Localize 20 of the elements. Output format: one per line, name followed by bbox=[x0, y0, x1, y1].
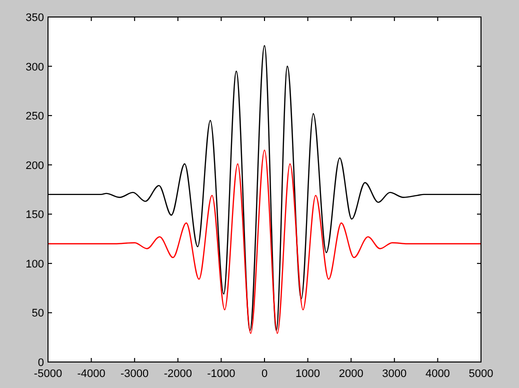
y-tick-label: 100 bbox=[26, 258, 44, 270]
y-tick-label: 0 bbox=[38, 357, 44, 369]
x-tick-label: -4000 bbox=[77, 368, 106, 380]
y-tick-label: 200 bbox=[26, 160, 44, 172]
y-tick-label: 350 bbox=[26, 12, 44, 24]
x-tick-label: 1000 bbox=[296, 368, 320, 380]
x-tick-label: 0 bbox=[261, 368, 268, 380]
x-tick-label: 4000 bbox=[425, 368, 450, 380]
x-tick-label: -2000 bbox=[164, 368, 192, 380]
y-tick-label: 300 bbox=[26, 61, 44, 74]
y-tick-label: 250 bbox=[26, 110, 44, 123]
x-tick-label: -1000 bbox=[207, 368, 236, 380]
x-tick-label: 3000 bbox=[382, 368, 407, 380]
x-tick-label: -5000 bbox=[34, 368, 62, 380]
x-tick-label: 5000 bbox=[468, 368, 494, 380]
y-tick-label: 50 bbox=[32, 308, 44, 320]
x-tick-label: -3000 bbox=[120, 368, 149, 380]
y-tick-label: 150 bbox=[26, 209, 44, 222]
line-series bbox=[48, 149, 481, 334]
x-tick-label: 2000 bbox=[338, 368, 364, 380]
